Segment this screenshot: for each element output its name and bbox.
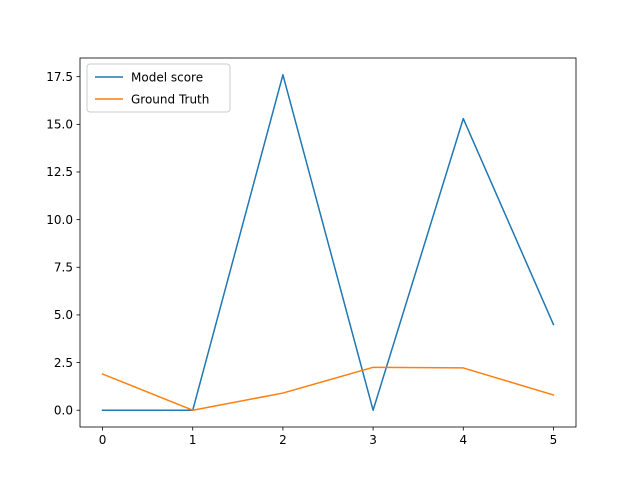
legend-label: Model score	[131, 71, 203, 85]
series-layer	[101, 74, 555, 411]
axes-frame	[79, 57, 577, 428]
y-tick-label: 0.0	[54, 403, 73, 417]
x-tick-label: 0	[99, 433, 107, 447]
x-tick-label: 4	[459, 433, 467, 447]
x-axis: 0 1 2 3 4 5	[99, 427, 558, 447]
x-tick-label: 2	[279, 433, 287, 447]
y-tick-label: 17.5	[46, 70, 73, 84]
x-tick-label: 3	[369, 433, 377, 447]
y-tick-label: 10.0	[46, 213, 73, 227]
y-tick-label: 15.0	[46, 118, 73, 132]
legend-box	[86, 63, 231, 113]
x-tick-label: 5	[550, 433, 558, 447]
legend-label: Ground Truth	[131, 93, 209, 107]
y-tick-label: 2.5	[54, 356, 73, 370]
series-line-model-score	[101, 74, 555, 411]
series-line-ground-truth	[101, 366, 555, 411]
y-tick-label: 5.0	[54, 308, 73, 322]
y-axis: 0.0 2.5 5.0 7.5 10.0 12.5 15.0 17.5	[46, 70, 80, 417]
legend: Model score Ground Truth	[86, 63, 231, 113]
x-tick-label: 1	[189, 433, 197, 447]
y-tick-label: 12.5	[46, 165, 73, 179]
y-tick-label: 7.5	[54, 260, 73, 274]
